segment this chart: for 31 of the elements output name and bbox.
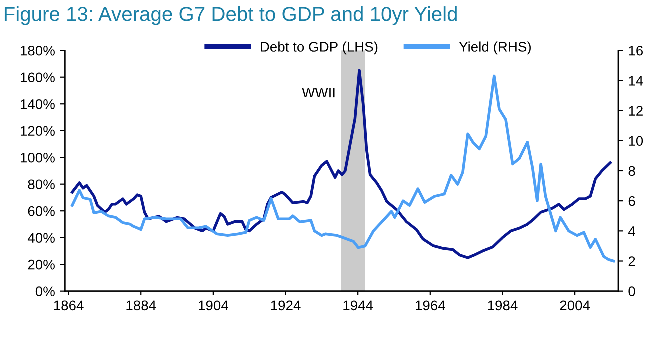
band-label: WWII (302, 88, 335, 98)
y2-tick-label: 8 (628, 166, 636, 176)
x-tick-label: 2004 (560, 300, 590, 311)
y-tick-label: 0% (36, 286, 55, 297)
y2-tick-label: 12 (629, 106, 643, 116)
x-tick-label: 1904 (199, 300, 228, 311)
y2-tick-label: 6 (628, 196, 636, 206)
y-tick-label: 100% (20, 152, 55, 163)
x-tick-label: 1864 (54, 300, 84, 311)
y-tick-label: 120% (20, 126, 55, 136)
y-tick-label: 140% (20, 99, 55, 110)
y-tick-label: 180% (20, 46, 55, 56)
y2-tick-label: 2 (628, 256, 636, 266)
y-tick-label: 160% (20, 72, 55, 83)
y-tick-label: 60% (28, 206, 55, 216)
legend-label: Debt to GDP (LHS) (261, 42, 378, 55)
x-tick-label: 1924 (271, 300, 301, 311)
y-tick-label: 20% (28, 260, 55, 270)
x-tick-label: 1984 (488, 300, 518, 311)
y-tick-label: 40% (28, 233, 55, 244)
y2-tick-label: 16 (629, 46, 644, 56)
chart-title: Figure 13: Average G7 Debt to GDP and 10yr Yield (4, 6, 457, 26)
x-tick-label: 1944 (344, 300, 374, 311)
y2-tick-label: 14 (629, 76, 644, 86)
y2-tick-label: 0 (628, 286, 636, 297)
x-tick-label: 1964 (416, 300, 446, 311)
x-tick-label: 1884 (126, 300, 156, 311)
y2-tick-label: 4 (628, 226, 636, 236)
y-tick-label: 80% (28, 180, 55, 190)
y2-tick-label: 10 (629, 136, 644, 146)
legend-label: Yield (RHS) (459, 42, 531, 55)
